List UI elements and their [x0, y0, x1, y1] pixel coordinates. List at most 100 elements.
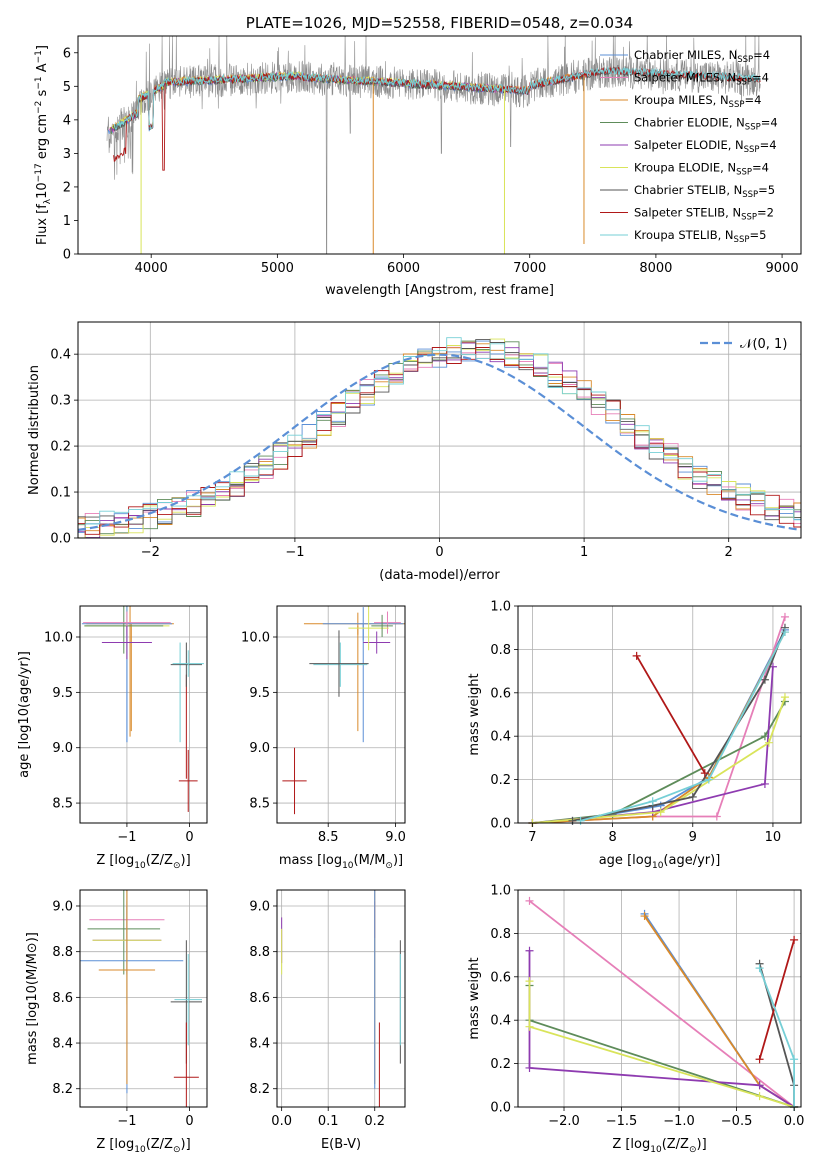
legend-entry-chabrier-elodie: Chabrier ELODIE, NSSP=4: [634, 116, 778, 133]
y-tick-label: 0.1: [50, 486, 71, 501]
spectrum-x-label: wavelength [Angstrom, rest frame]: [325, 283, 554, 298]
y-tick-label: 8.6: [52, 991, 73, 1006]
x-tick-label: 7: [528, 830, 536, 845]
x-tick-label: 8.5: [318, 830, 339, 845]
massweight-vs-Z-x-label: Z [log10(Z/Z⊙)]: [612, 1137, 706, 1155]
series-kroupa-elodie: [528, 693, 789, 827]
x-tick-label: 9000: [766, 261, 799, 276]
y-tick-label: 8.8: [249, 945, 270, 960]
spectrum-y-label: Flux [fλ10−17 erg cm−2 s−1 A−1]: [34, 45, 53, 245]
series-line: [758, 967, 795, 1107]
x-tick-label: −2.0: [548, 1114, 580, 1129]
legend-entry-text: Kroupa STELIB, N: [634, 228, 734, 242]
series-kroupa-miles: [528, 628, 789, 827]
legend-entry-text: Chabrier MILES, N: [634, 48, 737, 62]
x-tick-label: 0.0: [271, 1114, 292, 1129]
massweight-vs-age-x-label: age [log10(age/yr)]: [599, 853, 721, 871]
legend-entry-text: Salpeter ELODIE, N: [634, 138, 744, 152]
spectrum-y-label-part: erg cm: [35, 114, 50, 163]
spectrum-y-label-part: Flux [f: [35, 204, 50, 245]
series-line: [532, 616, 786, 824]
legend-entry-salpeter-miles: Salpeter MILES, NSSP=4: [634, 71, 769, 88]
mass-vs-Z-axes: −1 0 8.2 8.4 8.6 8.8 9.0: [52, 889, 208, 1129]
legend-entry-suffix: =4: [760, 138, 777, 152]
mass-vs-Z-x-label-part: Z [log: [96, 1137, 134, 1152]
x-tick-label: −1: [117, 1114, 136, 1129]
series-marker: [790, 1055, 799, 1064]
hist-normal-curve: [78, 353, 801, 531]
mass-vs-Z-x-label-part: )]: [181, 1137, 191, 1152]
y-tick-label: 5: [63, 80, 71, 95]
spectrum-y-label-part: −1: [34, 50, 44, 63]
series-chabrier-stelib: [568, 623, 789, 825]
spectrum-y-label-part: s: [35, 89, 50, 100]
axes-frame: [517, 889, 802, 1108]
y-tick-label: 9.0: [52, 741, 73, 756]
age-vs-Z-x-label-part: Z [log: [96, 853, 134, 868]
legend-entry-suffix: =4: [752, 71, 769, 85]
legend-entry-suffix: =4: [752, 161, 769, 175]
massweight-vs-Z-x-label-part: ⊙: [689, 1145, 697, 1155]
massweight-vs-age-y-label: mass weight: [467, 673, 482, 755]
age-vs-mass-x-label-part: mass [log: [279, 853, 342, 868]
errorbar-chabrier-stelib: [170, 642, 202, 687]
y-tick-label: 0.2: [490, 773, 511, 788]
mass-vs-EBV-axes: 0.0 0.1 0.2 8.2 8.4 8.6 8.8 9.0: [249, 889, 406, 1129]
series-marker: [525, 1022, 534, 1031]
y-tick-label: 9.0: [52, 899, 73, 914]
y-tick-label: 9.0: [249, 741, 270, 756]
series-marker: [755, 964, 764, 973]
errorbar-salpeter-stelib: [173, 1022, 199, 1107]
axes-frame: [276, 889, 406, 1108]
hist-steps-chabrier-miles: [78, 340, 801, 534]
massweight-vs-age-axes: 7 8 9 10 0.0 0.2 0.4 0.6 0.8 1.0: [490, 600, 802, 845]
mass-vs-Z-y-label: mass [log10(M/M⊙)]: [25, 932, 40, 1065]
legend-entry-chabrier-stelib: Chabrier STELIB, NSSP=5: [634, 183, 775, 200]
age-vs-Z-x-label: Z [log10(Z/Z⊙)]: [96, 853, 190, 871]
series-chabrier-miles: [568, 625, 789, 825]
x-tick-label: 4000: [135, 261, 168, 276]
legend-entry-sub: SSP: [745, 123, 761, 133]
series-marker: [780, 693, 789, 702]
massweight-vs-age-x-label-part: 10: [652, 861, 664, 871]
series-marker: [525, 977, 534, 986]
errorbar-chabrier-stelib: [309, 630, 369, 697]
legend-entry-sub: SSP: [741, 213, 757, 223]
x-tick-label: −1: [117, 830, 136, 845]
series-marker: [760, 675, 769, 684]
series-line: [528, 981, 795, 1108]
grid: [277, 890, 405, 1107]
hist-axes: −2 −1 0 1 2 0.0 0.1 0.2 0.3 0.4 𝒩(0, 1): [50, 321, 802, 560]
age-vs-mass-x-label: mass [log10(M/M⊙)]: [279, 853, 403, 871]
series-marker: [764, 738, 773, 747]
y-tick-label: 0.4: [490, 730, 511, 745]
errorbar-salpeter-elodie: [363, 631, 391, 654]
y-tick-label: 0.0: [490, 1101, 511, 1116]
grid: [518, 889, 801, 1108]
legend-entry-suffix: =5: [749, 228, 766, 242]
errorbar-salpeter-elodie: [101, 625, 152, 660]
hist-steps-chabrier-stelib: [78, 339, 801, 525]
series-salpeter-miles: [528, 612, 789, 827]
age-vs-mass-x-label-part: 10: [342, 861, 354, 871]
series-chabrier-stelib: [755, 959, 799, 1111]
series-marker: [688, 792, 697, 801]
age-vs-Z-x-label-part: (Z/Z: [146, 853, 173, 868]
spectrum-y-label-part: λ: [43, 198, 53, 204]
x-tick-label: 9: [689, 830, 697, 845]
axes-frame: [517, 605, 802, 824]
x-tick-label: −0.5: [721, 1114, 753, 1129]
spectrum-y-label-part: −1: [34, 76, 44, 89]
axes-frame: [276, 605, 406, 824]
spectrum-y-label-part: −2: [34, 101, 44, 114]
x-tick-label: 0: [185, 830, 193, 845]
series-marker: [790, 935, 799, 944]
mass-vs-Z-x-label-part: (Z/Z: [146, 1137, 173, 1152]
legend-entry-kroupa-stelib: Kroupa STELIB, NSSP=5: [634, 228, 766, 245]
x-tick-label: 0.1: [318, 1114, 339, 1129]
spectrum-axes: 4000 5000 6000 7000 8000 9000 0 1 2 3 4 5 6 Chabrier …: [63, 35, 802, 276]
y-tick-label: 0.2: [50, 440, 71, 455]
x-tick-label: 0.0: [784, 1114, 805, 1129]
y-tick-label: 9.0: [249, 899, 270, 914]
massweight-vs-Z-axes: −2.0 −1.5 −1.0 −0.5 0.0 0.0 0.2 0.4 0.6 0.8 1.0: [490, 884, 804, 1130]
